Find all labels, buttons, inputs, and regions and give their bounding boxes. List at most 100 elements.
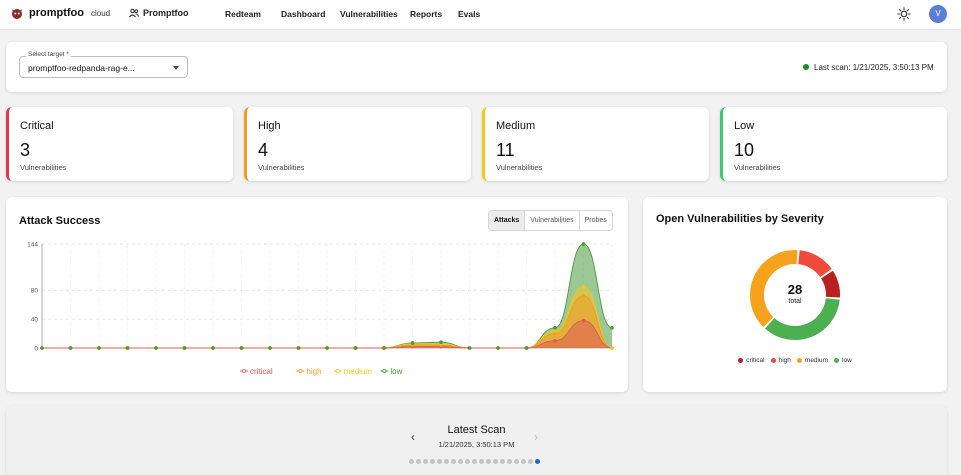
low-point bbox=[268, 346, 272, 350]
nav-reports[interactable]: Reports bbox=[410, 9, 443, 19]
pagination-dot[interactable] bbox=[423, 459, 428, 464]
low-point bbox=[211, 346, 215, 350]
low-point bbox=[467, 346, 472, 350]
medium-point bbox=[553, 328, 557, 333]
status-dot bbox=[803, 64, 809, 70]
legend-medium[interactable]: medium bbox=[796, 357, 828, 364]
pagination-dot[interactable] bbox=[507, 459, 512, 464]
legend-low[interactable]: low bbox=[834, 357, 852, 364]
severity-title: Critical bbox=[20, 120, 54, 132]
nav-evals[interactable]: Evals bbox=[458, 9, 481, 19]
critical-point bbox=[581, 318, 586, 323]
pagination-dot[interactable] bbox=[535, 459, 540, 464]
theme-toggle-sun-icon[interactable] bbox=[897, 7, 911, 21]
people-icon bbox=[129, 8, 139, 18]
attack-success-title: Attack Success bbox=[19, 215, 101, 227]
low-point bbox=[125, 346, 130, 350]
legend-high[interactable]: high bbox=[770, 357, 791, 364]
user-avatar[interactable]: V bbox=[929, 5, 947, 23]
low-point bbox=[353, 346, 358, 350]
low-point bbox=[439, 340, 443, 345]
pagination-dot[interactable] bbox=[430, 459, 435, 464]
medium-card[interactable]: Medium 11 Vulnerabilities bbox=[482, 107, 709, 181]
low-point bbox=[239, 346, 244, 350]
y-tick-label: 40 bbox=[31, 317, 39, 324]
legend-dot bbox=[834, 358, 840, 363]
critical-area bbox=[42, 320, 612, 348]
nav-redteam[interactable]: Redteam bbox=[225, 9, 261, 19]
severity-count: 11 bbox=[496, 140, 515, 160]
legend-dot bbox=[770, 358, 776, 363]
severity-title: High bbox=[258, 120, 281, 132]
pagination-dot[interactable] bbox=[416, 459, 421, 464]
legend-label: high bbox=[778, 357, 791, 364]
pagination-dot[interactable] bbox=[437, 459, 442, 464]
pagination-dot[interactable] bbox=[472, 459, 477, 464]
high-point bbox=[553, 331, 557, 336]
chart-tabs: Attacks Vulnerabilities Probes bbox=[488, 210, 613, 231]
severity-title: Low bbox=[734, 120, 755, 132]
high-slice bbox=[797, 250, 832, 278]
pagination-dot[interactable] bbox=[451, 459, 456, 464]
pagination-dot[interactable] bbox=[521, 459, 526, 464]
medium-point bbox=[610, 346, 614, 350]
target-select-value: promptfoo-redpanda-rag-e... bbox=[28, 63, 135, 73]
donut-legend: critical high medium low bbox=[643, 357, 947, 364]
low-area bbox=[42, 244, 612, 348]
pagination-dot[interactable] bbox=[444, 459, 449, 464]
severity-title: Medium bbox=[496, 120, 536, 132]
legend-critical[interactable]: critical bbox=[738, 357, 765, 364]
previous-scan-chevron-icon[interactable]: ‹ bbox=[411, 430, 415, 444]
next-scan-chevron-icon[interactable]: › bbox=[534, 430, 538, 444]
last-scan-text: Last scan: 1/21/2025, 3:50:13 PM bbox=[814, 63, 934, 72]
legend-label: high bbox=[306, 367, 321, 376]
low-point bbox=[154, 346, 158, 350]
target-select-label: Select target * bbox=[26, 51, 71, 58]
tab-vulnerabilities[interactable]: Vulnerabilities bbox=[525, 211, 580, 230]
pagination-dot[interactable] bbox=[500, 459, 505, 464]
legend-marker bbox=[335, 368, 340, 373]
severity-sub: Vulnerabilities bbox=[20, 163, 67, 172]
low-point bbox=[496, 346, 500, 350]
top-nav: promptfoo cloud Promptfoo Redteam Dashbo… bbox=[0, 0, 961, 30]
severity-count: 3 bbox=[20, 140, 31, 160]
legend-dot bbox=[796, 358, 802, 363]
target-select[interactable]: Select target * promptfoo-redpanda-rag-e… bbox=[19, 51, 188, 78]
latest-scan-card: Latest Scan 1/21/2025, 3:50:13 PM ‹ › bbox=[6, 406, 947, 475]
pagination-dot[interactable] bbox=[528, 459, 533, 464]
org-switcher[interactable]: Promptfoo bbox=[129, 8, 189, 18]
tab-attacks[interactable]: Attacks bbox=[489, 211, 526, 230]
low-point bbox=[382, 346, 386, 350]
y-tick-label: 144 bbox=[27, 242, 38, 249]
legend-label: critical bbox=[250, 367, 273, 376]
scan-pagination bbox=[409, 459, 540, 464]
legend-label: low bbox=[842, 357, 852, 364]
low-point bbox=[610, 325, 614, 330]
logo-icon bbox=[12, 9, 22, 19]
y-tick-label: 0 bbox=[34, 346, 38, 353]
pagination-dot[interactable] bbox=[409, 459, 414, 464]
legend-label: medium bbox=[344, 367, 373, 376]
donut-title: Open Vulnerabilities by Severity bbox=[656, 213, 824, 225]
pagination-dot[interactable] bbox=[465, 459, 470, 464]
medium-point bbox=[581, 284, 586, 289]
y-tick-label: 80 bbox=[31, 288, 39, 295]
critical-point bbox=[553, 338, 557, 343]
nav-dashboard[interactable]: Dashboard bbox=[281, 9, 326, 19]
severity-count: 10 bbox=[734, 140, 755, 160]
high-point bbox=[581, 294, 586, 298]
high-card[interactable]: High 4 Vulnerabilities bbox=[244, 107, 471, 181]
logo[interactable]: promptfoo cloud bbox=[10, 6, 110, 20]
pagination-dot[interactable] bbox=[493, 459, 498, 464]
pagination-dot[interactable] bbox=[458, 459, 463, 464]
low-card[interactable]: Low 10 Vulnerabilities bbox=[720, 107, 947, 181]
tab-probes[interactable]: Probes bbox=[584, 217, 607, 224]
pagination-dot[interactable] bbox=[479, 459, 484, 464]
nav-vulnerabilities[interactable]: Vulnerabilities bbox=[340, 9, 398, 19]
low-point bbox=[296, 346, 301, 350]
chevron-down-icon bbox=[173, 66, 179, 70]
pagination-dot[interactable] bbox=[486, 459, 491, 464]
medium-slice bbox=[750, 250, 798, 328]
pagination-dot[interactable] bbox=[514, 459, 519, 464]
critical-card[interactable]: Critical 3 Vulnerabilities bbox=[6, 107, 233, 181]
